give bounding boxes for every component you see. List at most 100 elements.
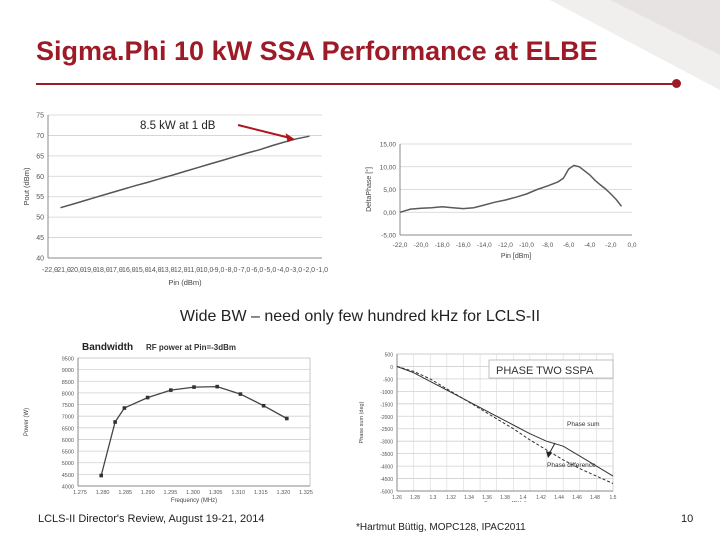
x-tick-label: -3,0 (290, 267, 302, 274)
x-tick-label: -20,0 (68, 267, 84, 274)
x-tick-label: 1.28 (410, 495, 420, 501)
x-tick-label: 0,0 (627, 242, 636, 249)
chart-subtitle: RF power at Pin=-3dBm (146, 343, 236, 352)
data-line-phase-difference (396, 366, 614, 484)
page-number: 10 (681, 513, 694, 525)
footer-left: LCLS-II Director's Review, August 19-21,… (38, 513, 265, 525)
x-tick-label: 1.38 (500, 495, 510, 501)
x-axis-title: Frequency (MHz) (171, 498, 217, 504)
x-tick-label: -21,0 (55, 267, 71, 274)
x-tick-label: 1.44 (554, 495, 564, 501)
x-tick-label: -1,0 (316, 267, 328, 274)
y-axis-title: Power (W) (24, 408, 30, 436)
data-line-series (60, 135, 310, 209)
y-tick-label: 9000 (62, 368, 74, 374)
data-point (145, 395, 150, 400)
y-tick-label: 65 (36, 153, 44, 160)
y-tick-label: 5,00 (383, 187, 396, 194)
y-tick-label: 5000 (62, 461, 74, 467)
data-point (169, 388, 173, 392)
y-axis-title: Pout (dBm) (22, 167, 31, 205)
x-tick-label: 1.290 (141, 490, 155, 496)
title-box (488, 359, 614, 379)
y-tick-label: -2000 (380, 415, 393, 421)
data-point (285, 416, 289, 421)
x-tick-label: -14,0 (146, 267, 162, 274)
chart-title: Bandwidth (82, 342, 133, 353)
x-tick-label: -11,0 (185, 267, 201, 274)
y-tick-label: -5000 (380, 490, 393, 496)
y-tick-label: 7000 (62, 415, 74, 421)
y-tick-label: 8500 (62, 380, 74, 386)
x-tick-label: -18,0 (94, 267, 110, 274)
data-point (215, 384, 219, 389)
y-tick-label: 7500 (62, 403, 74, 409)
y-axis-title: DeltaPhase [°] (365, 167, 373, 212)
data-point (113, 420, 117, 424)
data-point (122, 406, 127, 410)
corner-decoration (550, 0, 720, 90)
y-tick-label: 5500 (62, 450, 74, 456)
y-tick-label: 4000 (62, 485, 74, 491)
x-tick-label: 1.275 (73, 490, 87, 496)
y-tick-label: -1500 (380, 402, 393, 408)
data-point (238, 392, 243, 396)
x-tick-label: -15,0 (133, 267, 149, 274)
title-rule-end-dot (672, 79, 681, 88)
y-tick-label: -1000 (380, 390, 393, 396)
x-tick-label: -18,0 (435, 242, 450, 249)
series-label-phase-difference: Phase difference (547, 462, 596, 469)
x-tick-label: 1.4 (520, 495, 527, 501)
x-tick-label: 1.32 (446, 495, 456, 501)
x-tick-label: 1.310 (231, 490, 245, 496)
x-tick-label: -22,0 (42, 267, 58, 274)
annotation-arrow-head (285, 133, 295, 143)
data-line-series (100, 385, 288, 476)
y-tick-label: 9500 (62, 357, 74, 363)
data-line-phase-sum (396, 366, 614, 477)
x-tick-label: 1.320 (277, 490, 291, 496)
y-tick-label: 6000 (62, 438, 74, 444)
y-tick-label: 0 (390, 365, 393, 371)
x-tick-label: -2,0 (303, 267, 315, 274)
y-tick-label: 70 (36, 133, 44, 140)
x-tick-label: 1.5 (610, 495, 617, 501)
chart-title: PHASE TWO SSPA (496, 365, 594, 377)
pout-vs-pin-chart: 40 45 50 55 60 65 70 75 -22,0-21,0-20,0-19,0-18,… (22, 113, 328, 288)
x-axis-title: Frequency [GHz] (484, 501, 526, 502)
y-tick-label: 15,00 (380, 142, 397, 149)
x-tick-label: -16,0 (120, 267, 136, 274)
data-point (192, 385, 196, 389)
delta-phase-chart: -5,00 0,00 5,00 10,00 15,00 -22,0 -20,0 -18,0 -1… (365, 142, 637, 261)
x-tick-label: -4,0 (584, 242, 596, 249)
x-tick-label: -8,0 (542, 242, 554, 249)
x-tick-label: 1.48 (590, 495, 600, 501)
slide-title: Sigma.Phi 10 kW SSA Performance at ELBE (36, 36, 598, 66)
y-tick-label: 55 (36, 194, 44, 201)
x-tick-label: -12,0 (498, 242, 513, 249)
y-tick-label: -4500 (380, 477, 393, 483)
y-axis-title: Phase sum (deg) (359, 401, 365, 443)
phase-sspa-chart: 500 0 -500 -1000 -1500 -2000 -2500 -3000 -3500 -4… (359, 353, 617, 503)
data-line-series (399, 164, 623, 214)
y-tick-label: 10,00 (380, 164, 397, 171)
x-tick-label: -8,0 (225, 267, 237, 274)
data-point (99, 473, 103, 478)
x-tick-label: -16,0 (456, 242, 471, 249)
title-rule (36, 83, 676, 85)
x-tick-label: 1.295 (164, 490, 178, 496)
y-tick-label: -3500 (380, 452, 393, 458)
x-axis-title: Pin [dBm] (501, 253, 531, 260)
x-tick-label: -20,0 (414, 242, 429, 249)
y-tick-label: -4000 (380, 465, 393, 471)
x-tick-label: -6,0 (563, 242, 575, 249)
x-tick-label: 1.315 (254, 490, 268, 496)
annotation-label: 8.5 kW at 1 dB (140, 120, 216, 132)
annotation-arrow-line (237, 124, 291, 140)
x-tick-label: 1.285 (118, 490, 132, 496)
x-tick-label: -10,0 (197, 267, 213, 274)
y-tick-label: 6500 (62, 426, 74, 432)
x-tick-label: -2,0 (605, 242, 617, 249)
x-tick-label: 1.42 (536, 495, 546, 501)
x-tick-label: -12,0 (172, 267, 188, 274)
